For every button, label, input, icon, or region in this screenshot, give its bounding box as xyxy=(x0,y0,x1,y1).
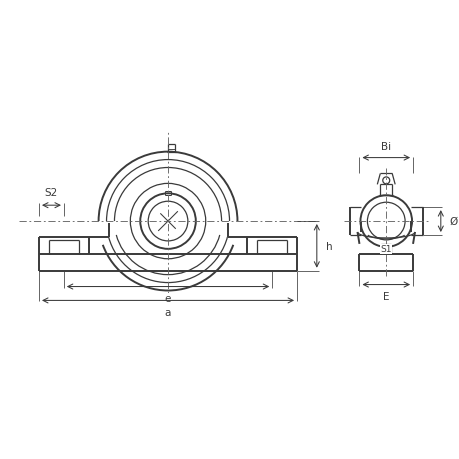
Text: e: e xyxy=(164,294,171,304)
Text: S1: S1 xyxy=(380,245,391,254)
Text: a: a xyxy=(164,308,171,318)
Text: Ø: Ø xyxy=(449,217,457,227)
Text: Bi: Bi xyxy=(381,141,391,151)
Text: E: E xyxy=(382,292,389,302)
Text: h: h xyxy=(325,241,332,252)
Text: S2: S2 xyxy=(45,188,58,198)
